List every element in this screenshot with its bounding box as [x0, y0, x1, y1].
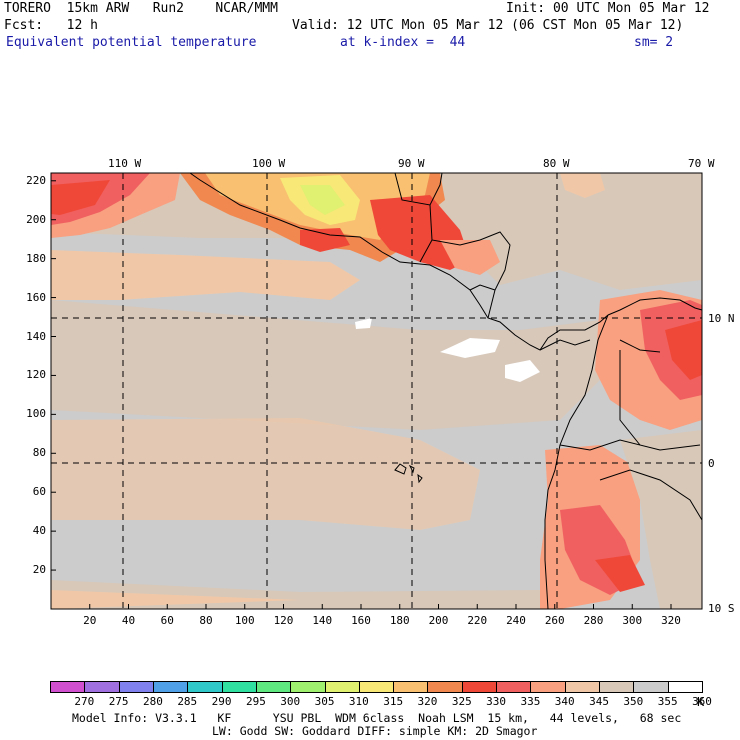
x-tick-label: 40 [121, 614, 136, 627]
y-tick-label: 200 [26, 212, 46, 226]
y-tick-label: 40 [32, 524, 46, 538]
colorbar-swatch [358, 681, 395, 693]
x-tick-label: 240 [506, 614, 526, 627]
forecast-hour: Fcst: 12 h [4, 18, 98, 33]
init-time: Init: 00 UTC Mon 05 Mar 12 [506, 1, 710, 16]
colorbar-label: 345 [589, 695, 609, 708]
lat-label: 10 N [708, 312, 735, 325]
colorbar-label: 285 [177, 695, 198, 708]
colorbar-unit: K [697, 695, 705, 709]
y-tick-label: 20 [32, 563, 46, 577]
field-name: Equivalent potential temperature [6, 35, 257, 50]
smoothing-info: sm= 2 [634, 35, 674, 50]
x-tick-label: 300 [622, 614, 643, 627]
x-tick-label: 260 [544, 614, 565, 627]
plot-frame [50, 172, 703, 610]
colorbar-swatch [461, 681, 498, 693]
colorbar-swatch [290, 681, 326, 693]
colorbar-swatch [427, 681, 463, 693]
x-tick-label: 140 [312, 614, 333, 627]
valid-time: Valid: 12 UTC Mon 05 Mar 12 (06 CST Mon … [292, 18, 684, 33]
lon-label: 100 W [252, 157, 286, 170]
colorbar-label: 330 [486, 695, 507, 708]
x-tick-label: 80 [199, 614, 213, 627]
colorbar-swatch [84, 681, 120, 693]
colorbar-swatch [667, 681, 703, 693]
x-tick-label: 220 [467, 614, 488, 627]
colorbar-label: 275 [108, 695, 129, 708]
x-tick-label: 60 [160, 614, 174, 627]
coastlines [189, 172, 703, 610]
model-title: TORERO 15km ARW Run2 NCAR/MMM [4, 1, 278, 16]
y-tick-label: 160 [26, 290, 46, 304]
y-tick-label: 220 [26, 173, 46, 187]
colorbar-label: 310 [348, 695, 369, 708]
x-tick-label: 320 [661, 614, 681, 627]
colorbar-label: 305 [314, 695, 335, 708]
model-info: Model Info: V3.3.1 KF YSU PBL WDM 6class… [72, 711, 682, 725]
x-tick-label: 100 [234, 614, 255, 627]
colorbar-swatch [564, 681, 601, 693]
lon-label: 70 W [688, 157, 715, 170]
physics-info: LW: Godd SW: Goddard DIFF: simple KM: 2D… [212, 724, 538, 738]
colorbar-label: 320 [417, 695, 438, 708]
colorbar-label: 355 [657, 695, 678, 708]
colorbar-swatch [152, 681, 189, 693]
colorbar-label: 290 [211, 695, 232, 708]
colorbar-swatch [255, 681, 292, 693]
colorbar-label: 350 [623, 695, 644, 708]
x-tick-label: 120 [273, 614, 294, 627]
colorbar-label: 270 [74, 695, 95, 708]
x-tick-label: 200 [428, 614, 449, 627]
colorbar-swatch [599, 681, 635, 693]
graticule [51, 173, 702, 609]
y-tick-label: 140 [26, 329, 46, 343]
y-tick-label: 120 [26, 368, 46, 382]
colorbar-label: 295 [245, 695, 266, 708]
colorbar-label: 335 [520, 695, 541, 708]
colorbar-label: 340 [554, 695, 575, 708]
x-tick-label: 20 [83, 614, 97, 627]
colorbar-label: 360 [692, 695, 712, 708]
colorbar-swatch [496, 681, 532, 693]
colorbar-label: 325 [451, 695, 472, 708]
y-ticks [51, 180, 56, 571]
x-tick-label: 160 [351, 614, 371, 627]
colorbar-swatch [633, 681, 669, 693]
temperature-field [51, 173, 702, 609]
colorbar-swatch [118, 681, 154, 693]
colorbar-swatch [187, 681, 223, 693]
lat-label: 0 [708, 457, 715, 470]
colorbar-swatch [221, 681, 257, 693]
x-tick-label: 180 [389, 614, 410, 627]
x-tick-label: 280 [583, 614, 604, 627]
y-tick-label: 80 [32, 446, 46, 460]
level-info: at k-index = 44 [340, 35, 466, 50]
y-tick-label: 100 [26, 407, 46, 421]
y-tick-label: 180 [26, 251, 46, 265]
colorbar-label: 315 [383, 695, 404, 708]
lon-label: 110 W [108, 157, 142, 170]
x-ticks [89, 604, 672, 609]
colorbar-label: 280 [143, 695, 163, 708]
colorbar-swatch [324, 681, 360, 693]
colorbar-swatch [50, 681, 86, 693]
y-tick-label: 60 [32, 485, 46, 499]
lon-label: 80 W [543, 157, 570, 170]
lon-label: 90 W [398, 157, 425, 170]
colorbar-swatch [530, 681, 566, 693]
colorbar-swatch [393, 681, 429, 693]
colorbar-label: 300 [280, 695, 301, 708]
lat-label: 10 S [708, 602, 735, 615]
